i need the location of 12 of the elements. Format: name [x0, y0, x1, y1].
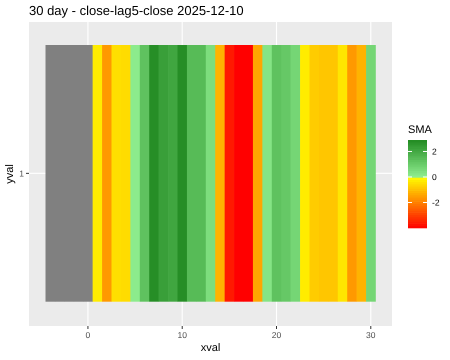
color-bar-title: SMA [408, 124, 432, 136]
color-bar-label: 0 [432, 172, 437, 182]
y-tick-label: 1 [19, 168, 24, 178]
x-tick-label: 20 [272, 330, 282, 340]
chart-title: 30 day - close-lag5-close 2025-12-10 [29, 3, 244, 18]
x-tick-label: 0 [86, 330, 91, 340]
x-tick-label: 30 [366, 330, 376, 340]
color-bar-label: -2 [432, 197, 440, 208]
x-tick-label: 10 [177, 330, 188, 340]
color-bar-label: 2 [432, 146, 437, 156]
y-axis-title: yval [4, 164, 16, 184]
x-axis-title: xval [200, 342, 220, 354]
